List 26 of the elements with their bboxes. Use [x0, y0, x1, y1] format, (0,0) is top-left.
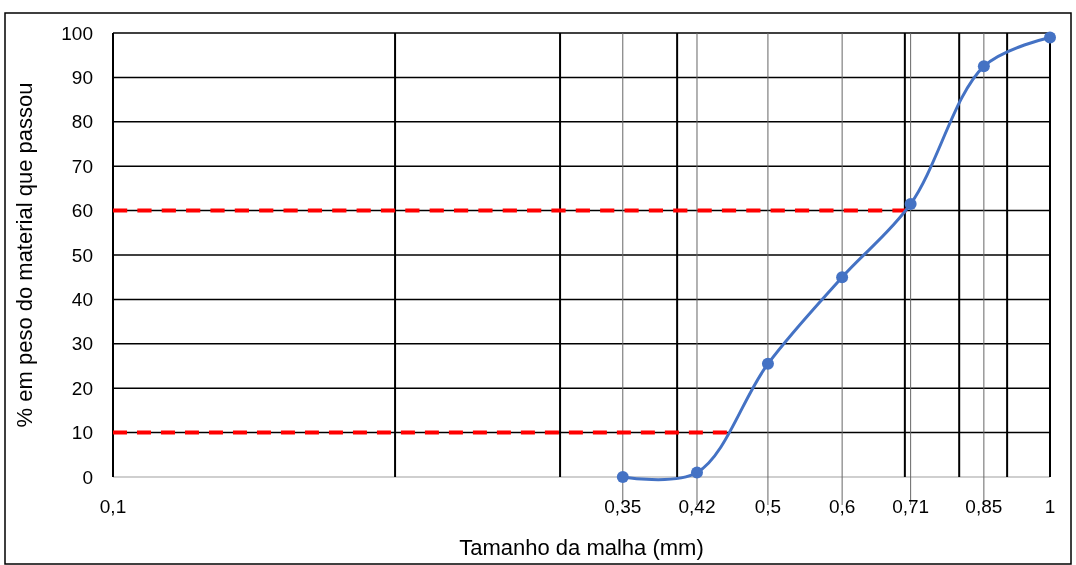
- y-tick-label: 60: [71, 200, 93, 222]
- x-tick-label: 0,71: [892, 496, 930, 517]
- x-tick-label: 0,85: [965, 496, 1003, 517]
- x-tick-label: 0,1: [99, 496, 127, 517]
- x-tick-label: 0,35: [604, 496, 642, 517]
- point: [977, 60, 990, 73]
- y-tick-label: 20: [71, 377, 93, 399]
- x-axis-title: Tamanho da malha (mm): [459, 535, 704, 560]
- y-tick-label: 90: [71, 67, 93, 89]
- y-tick-label: 0: [82, 466, 93, 488]
- point: [761, 357, 774, 370]
- x-tick-label: 0,5: [754, 496, 782, 517]
- x-tick-label: 1: [1044, 496, 1056, 517]
- y-axis-title: % em peso do material que passou: [12, 82, 37, 428]
- point: [690, 466, 703, 479]
- y-tick-label: 40: [71, 289, 93, 311]
- y-tick-label: 80: [71, 111, 93, 133]
- point: [616, 471, 629, 483]
- y-tick-label: 100: [61, 22, 93, 44]
- y-tick-label: 70: [71, 155, 93, 177]
- x-tick-label: 0,6: [828, 496, 856, 517]
- point: [904, 197, 917, 210]
- y-tick-label: 10: [71, 422, 93, 444]
- y-tick-label: 50: [71, 244, 93, 266]
- y-tick-label: 30: [71, 333, 93, 355]
- x-tick-label: 0,42: [678, 496, 716, 517]
